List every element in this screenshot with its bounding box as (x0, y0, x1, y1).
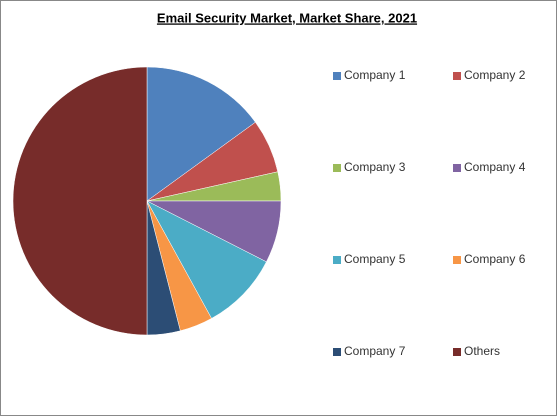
legend-swatch (453, 348, 461, 356)
chart-title: Email Security Market, Market Share, 202… (157, 10, 417, 25)
legend-swatch (453, 256, 461, 264)
legend-swatch (333, 72, 341, 80)
pie-slice (146, 200, 267, 319)
legend-label: Company 5 (344, 252, 406, 266)
legend-swatch (453, 72, 461, 80)
legend-label: Company 2 (464, 68, 526, 82)
legend-label: Others (464, 344, 500, 358)
legend-swatch (333, 348, 341, 356)
pie-slice (146, 66, 256, 202)
legend-label: Company 6 (464, 252, 526, 266)
legend-swatch (333, 256, 341, 264)
legend-label: Company 7 (344, 344, 406, 358)
pie-slice (12, 66, 148, 336)
legend-swatch (453, 164, 461, 172)
legend-label: Company 4 (464, 160, 526, 174)
legend-label: Company 1 (344, 68, 406, 82)
legend-label: Company 3 (344, 160, 406, 174)
legend-swatch (333, 164, 341, 172)
